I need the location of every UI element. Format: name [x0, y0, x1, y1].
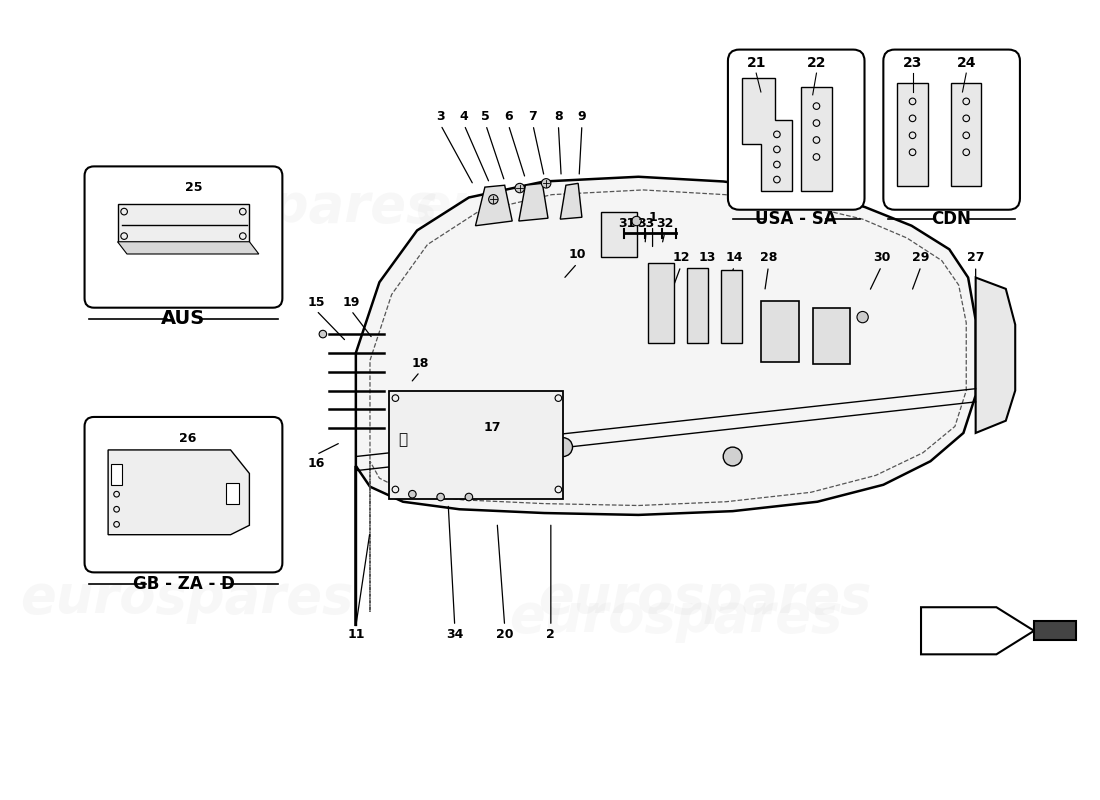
Bar	[813, 308, 850, 364]
Bar	[388, 390, 563, 499]
Text: 4: 4	[460, 110, 469, 123]
Text: USA - SA: USA - SA	[755, 210, 837, 228]
Text: eurospares: eurospares	[415, 181, 749, 233]
Text: 𝓕: 𝓕	[398, 432, 407, 447]
Circle shape	[857, 311, 868, 322]
Bar	[952, 82, 981, 186]
Circle shape	[723, 447, 743, 466]
Text: 13: 13	[698, 251, 716, 264]
Circle shape	[515, 183, 525, 193]
Text: eurospares: eurospares	[538, 572, 871, 624]
Text: 30: 30	[872, 251, 890, 264]
Text: 17: 17	[484, 421, 502, 434]
Bar	[226, 483, 239, 504]
Text: 25: 25	[185, 181, 202, 194]
Polygon shape	[1034, 622, 1077, 640]
Circle shape	[553, 438, 572, 457]
Circle shape	[404, 420, 430, 446]
Text: 3: 3	[437, 110, 444, 123]
Bar	[111, 464, 122, 485]
Text: eurospares: eurospares	[20, 572, 353, 624]
Text: 1: 1	[648, 210, 657, 224]
FancyBboxPatch shape	[883, 50, 1020, 210]
Bar	[601, 212, 637, 257]
Text: 14: 14	[726, 251, 744, 264]
Text: 2: 2	[547, 628, 556, 641]
Bar	[688, 268, 708, 343]
Bar	[648, 263, 674, 343]
Text: 20: 20	[496, 628, 514, 641]
Text: 16: 16	[308, 457, 324, 470]
Polygon shape	[921, 607, 1034, 654]
Text: GB - ZA - D: GB - ZA - D	[132, 574, 234, 593]
Polygon shape	[976, 278, 1015, 433]
Text: 22: 22	[806, 55, 826, 70]
Text: CDN: CDN	[932, 210, 971, 228]
Text: 11: 11	[348, 628, 364, 641]
Text: 15: 15	[308, 295, 324, 309]
Circle shape	[631, 216, 641, 226]
Text: AUS: AUS	[162, 310, 206, 329]
Text: 27: 27	[967, 251, 984, 264]
Text: 34: 34	[447, 628, 463, 641]
FancyBboxPatch shape	[85, 166, 283, 308]
Text: 5: 5	[482, 110, 491, 123]
Text: 7: 7	[529, 110, 537, 123]
Text: 19: 19	[342, 295, 360, 309]
Text: 28: 28	[760, 251, 777, 264]
Polygon shape	[355, 177, 976, 626]
Text: 26: 26	[179, 432, 197, 445]
Text: eurospares: eurospares	[104, 181, 438, 233]
Bar	[898, 82, 927, 186]
Text: 8: 8	[554, 110, 563, 123]
Text: 33: 33	[637, 218, 654, 230]
Circle shape	[408, 490, 416, 498]
Text: 12: 12	[672, 251, 690, 264]
Text: 6: 6	[504, 110, 513, 123]
Polygon shape	[118, 242, 258, 254]
Text: 23: 23	[903, 55, 922, 70]
Circle shape	[437, 494, 444, 501]
Bar	[802, 87, 832, 191]
Text: eurospares: eurospares	[509, 590, 843, 642]
Circle shape	[488, 194, 498, 204]
Text: 18: 18	[411, 357, 429, 370]
Bar	[761, 301, 799, 362]
Polygon shape	[108, 450, 250, 534]
Polygon shape	[519, 183, 548, 221]
Polygon shape	[742, 78, 792, 191]
Bar	[722, 270, 742, 343]
Polygon shape	[118, 204, 250, 242]
Text: 21: 21	[747, 55, 766, 70]
Polygon shape	[475, 186, 513, 226]
Text: 24: 24	[957, 55, 976, 70]
Text: 31: 31	[618, 218, 636, 230]
FancyBboxPatch shape	[85, 417, 283, 572]
Circle shape	[465, 494, 473, 501]
Circle shape	[541, 178, 551, 188]
Text: 9: 9	[578, 110, 586, 123]
Text: 29: 29	[912, 251, 930, 264]
Circle shape	[319, 330, 327, 338]
Text: 10: 10	[569, 249, 586, 262]
FancyBboxPatch shape	[728, 50, 865, 210]
Polygon shape	[560, 183, 582, 219]
Text: 32: 32	[656, 218, 673, 230]
